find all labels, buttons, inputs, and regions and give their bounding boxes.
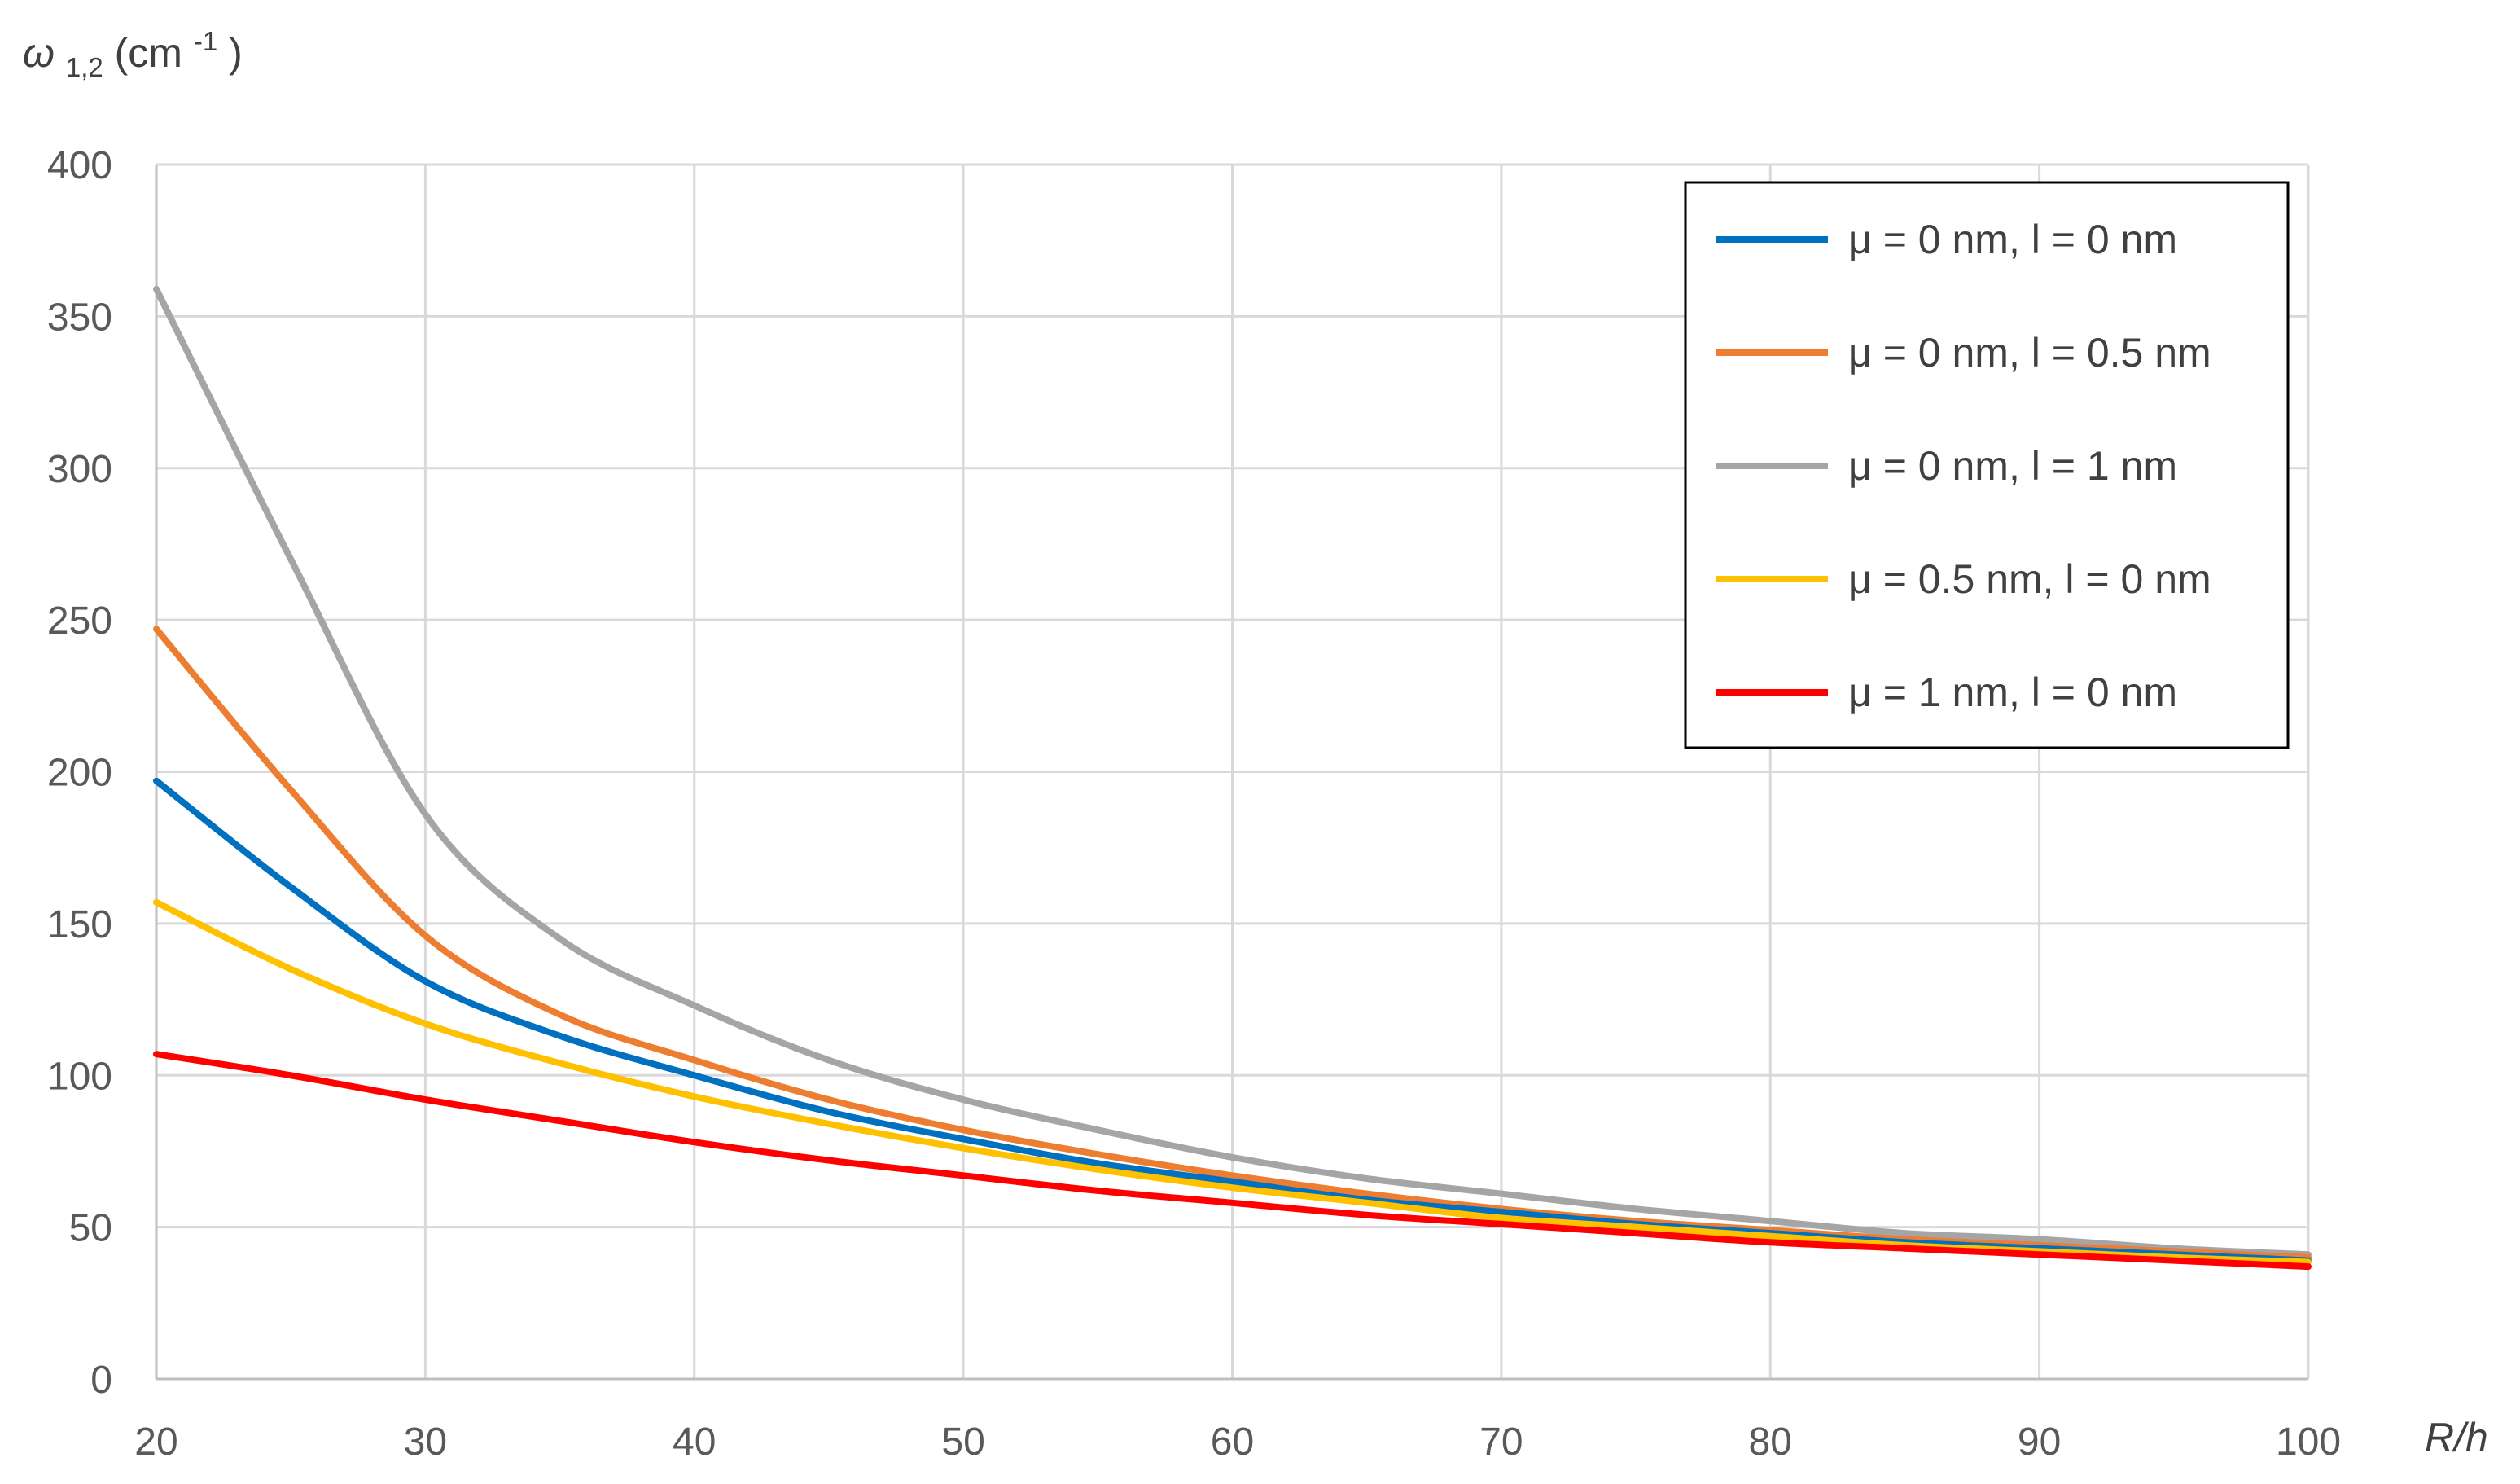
y-axis-unit-suffix: ) (229, 30, 243, 76)
legend-label: μ = 0.5 nm, l = 0 nm (1848, 556, 2211, 602)
x-tick-label: 60 (1211, 1420, 1254, 1464)
legend-label: μ = 1 nm, l = 0 nm (1848, 670, 2177, 715)
x-tick-label: 40 (673, 1420, 716, 1464)
x-tick-label: 80 (1749, 1420, 1792, 1464)
legend-label: μ = 0 nm, l = 0.5 nm (1848, 330, 2211, 375)
y-tick-label: 200 (47, 752, 112, 795)
y-axis-unit-prefix: (cm (115, 30, 182, 76)
y-tick-label: 50 (69, 1207, 112, 1250)
axes (155, 165, 2308, 1381)
data-series (153, 285, 2312, 1271)
x-tick-label: 50 (941, 1420, 984, 1464)
y-tick-label: 100 (47, 1055, 112, 1098)
x-tick-labels: 20 30 40 50 60 70 80 90 100 (134, 1420, 2341, 1464)
y-tick-label: 350 (47, 296, 112, 339)
x-tick-label: 70 (1479, 1420, 1523, 1464)
y-tick-label: 250 (47, 599, 112, 643)
series-line (153, 1051, 2312, 1271)
y-tick-labels: 0 50 100 150 200 250 300 350 400 (47, 144, 112, 1402)
y-tick-label: 0 (90, 1359, 112, 1402)
legend-items: μ = 0 nm, l = 0 nm μ = 0 nm, l = 0.5 nm μ … (1716, 217, 2211, 715)
x-tick-label: 100 (2276, 1420, 2341, 1464)
legend: μ = 0 nm, l = 0 nm μ = 0 nm, l = 0.5 nm μ … (1684, 181, 2290, 749)
legend-label: μ = 0 nm, l = 1 nm (1848, 443, 2177, 489)
y-tick-label: 150 (47, 903, 112, 946)
x-tick-label: 20 (134, 1420, 177, 1464)
series-line (153, 285, 2312, 1258)
y-axis-symbol: ω (23, 30, 55, 76)
x-axis-title: R/h (2425, 1415, 2488, 1460)
y-tick-label: 300 (47, 448, 112, 491)
x-tick-label: 90 (2018, 1420, 2061, 1464)
y-axis-title: ω 1,2 (cm -1 ) (23, 14, 243, 86)
y-axis-unit-superscript: -1 (194, 26, 217, 56)
legend-label: μ = 0 nm, l = 0 nm (1848, 217, 2177, 262)
y-axis-subscript: 1,2 (66, 52, 103, 82)
x-tick-label: 30 (404, 1420, 447, 1464)
y-tick-label: 400 (47, 144, 112, 187)
